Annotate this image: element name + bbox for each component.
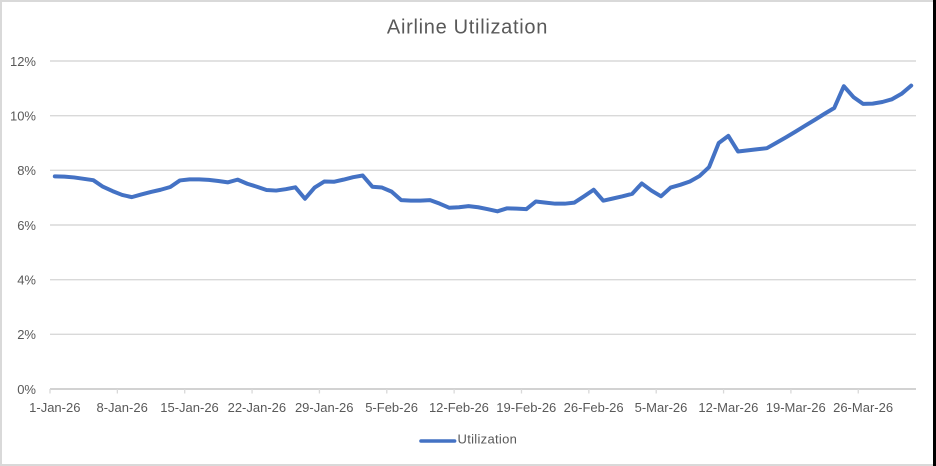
svg-text:22-Jan-26: 22-Jan-26 — [228, 400, 287, 415]
svg-text:6%: 6% — [17, 218, 36, 233]
svg-text:12-Mar-26: 12-Mar-26 — [698, 400, 758, 415]
svg-text:5-Mar-26: 5-Mar-26 — [635, 400, 688, 415]
svg-text:1-Jan-26: 1-Jan-26 — [29, 400, 80, 415]
svg-text:26-Feb-26: 26-Feb-26 — [564, 400, 624, 415]
svg-text:5-Feb-26: 5-Feb-26 — [365, 400, 418, 415]
svg-text:29-Jan-26: 29-Jan-26 — [295, 400, 354, 415]
svg-text:2%: 2% — [17, 327, 36, 342]
svg-text:12-Feb-26: 12-Feb-26 — [429, 400, 489, 415]
svg-text:0%: 0% — [17, 382, 36, 397]
svg-text:8-Jan-26: 8-Jan-26 — [97, 400, 148, 415]
svg-text:8%: 8% — [17, 163, 36, 178]
svg-text:10%: 10% — [10, 108, 36, 123]
svg-text:Utilization: Utilization — [458, 432, 518, 447]
svg-text:19-Feb-26: 19-Feb-26 — [496, 400, 556, 415]
svg-text:26-Mar-26: 26-Mar-26 — [833, 400, 893, 415]
svg-text:Airline Utilization: Airline Utilization — [387, 17, 548, 39]
svg-text:19-Mar-26: 19-Mar-26 — [766, 400, 826, 415]
svg-text:4%: 4% — [17, 272, 36, 287]
svg-text:12%: 12% — [10, 54, 36, 69]
svg-text:15-Jan-26: 15-Jan-26 — [160, 400, 219, 415]
